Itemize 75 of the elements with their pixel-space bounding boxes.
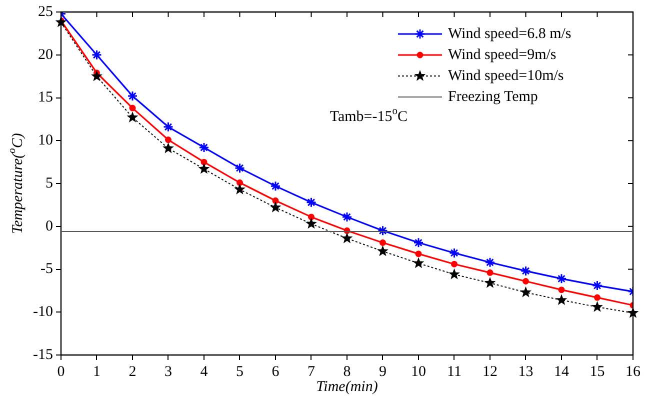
y-tick-label: 20: [38, 46, 53, 63]
point: [308, 214, 314, 220]
point: [378, 225, 388, 236]
x-tick-label: 9: [379, 364, 386, 380]
point: [556, 273, 567, 284]
point: [484, 257, 496, 268]
point: [200, 158, 208, 166]
y-tick-label: 15: [38, 90, 53, 106]
point: [306, 197, 316, 208]
point: [198, 142, 210, 153]
point: [126, 111, 138, 122]
point: [127, 90, 138, 102]
point: [380, 239, 386, 246]
y-axis-title: Temperature(oC): [6, 133, 26, 234]
point: [594, 294, 600, 301]
point: [91, 50, 102, 60]
point: [592, 300, 603, 312]
legend-label: Wind speed=9m/s: [448, 46, 556, 63]
x-tick-label: 6: [272, 364, 280, 380]
x-tick-label: 5: [236, 364, 244, 380]
point: [306, 218, 317, 229]
legend-label: Wind speed=6.8 m/s: [448, 26, 572, 42]
point: [162, 142, 174, 154]
point: [236, 179, 243, 186]
x-tick-label: 15: [590, 364, 605, 380]
x-axis-title: Time(min): [316, 378, 378, 395]
point: [377, 245, 388, 256]
point: [558, 286, 565, 294]
x-tick-label: 8: [343, 364, 351, 380]
point: [234, 162, 245, 174]
point: [162, 122, 174, 132]
point: [341, 232, 353, 244]
x-tick-label: 7: [307, 364, 316, 380]
point: [198, 162, 210, 174]
point: [448, 268, 460, 280]
x-tick-label: 0: [57, 364, 65, 380]
x-tick-label: 4: [200, 364, 208, 380]
y-tick-label: -5: [40, 261, 53, 278]
x-tick-label: 13: [518, 364, 534, 380]
point: [270, 180, 281, 192]
point: [484, 276, 496, 288]
point: [272, 197, 279, 204]
y-tick-label: 0: [45, 218, 53, 234]
point: [342, 212, 352, 222]
y-tick-label: 25: [38, 4, 53, 20]
legend-label: Wind speed=10m/s: [448, 68, 564, 84]
x-tick-label: 12: [482, 364, 498, 380]
y-tick-label: -10: [32, 304, 53, 320]
y-tick-label: 5: [45, 175, 53, 192]
y-tick-label: 10: [38, 132, 53, 149]
point: [592, 280, 602, 291]
point: [412, 257, 424, 268]
point: [270, 202, 282, 212]
point: [451, 260, 458, 268]
point: [91, 70, 102, 82]
x-tick-label: 3: [164, 364, 172, 380]
legend-label: Freezing Temp: [448, 88, 538, 105]
x-tick-label: 16: [626, 364, 641, 380]
x-tick-label: 11: [447, 364, 462, 380]
x-tick-label: 10: [411, 364, 426, 380]
point: [164, 136, 172, 144]
x-tick-label: 1: [92, 364, 100, 380]
point: [522, 278, 529, 285]
point: [520, 286, 532, 298]
point: [486, 269, 494, 276]
point: [556, 294, 568, 305]
point: [129, 104, 136, 112]
x-tick-label: 2: [128, 364, 136, 380]
point: [520, 266, 531, 276]
point: [413, 237, 424, 248]
x-tick-label: 14: [554, 364, 570, 380]
point: [449, 248, 460, 258]
point: [415, 250, 422, 258]
point: [234, 184, 246, 194]
y-tick-label: -15: [32, 346, 53, 363]
